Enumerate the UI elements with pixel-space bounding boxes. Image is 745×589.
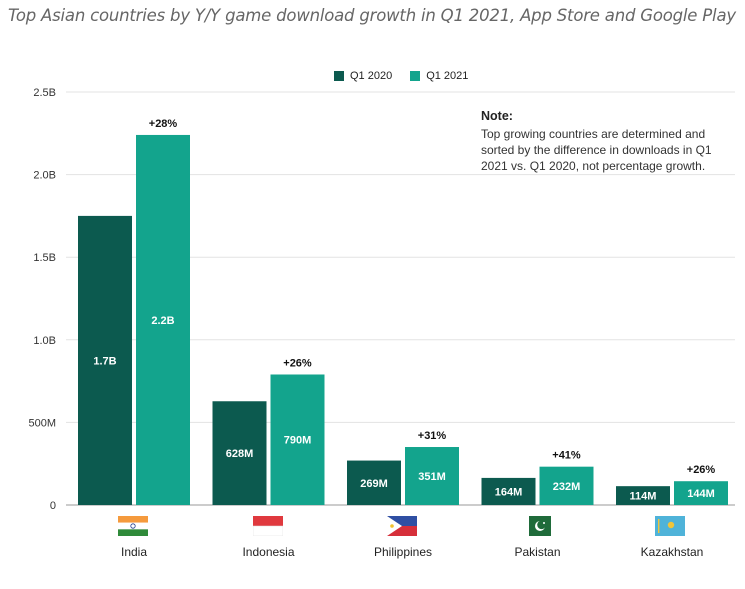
bar-value-label: 2.2B [151,315,174,327]
kazakhstan-flag-icon [655,516,685,536]
growth-label: +41% [552,450,581,462]
india-flag-icon [118,516,148,536]
chart-title: Top Asian countries by Y/Y game download… [8,6,736,25]
y-tick-label: 500M [28,417,56,429]
note-box: Note: Top growing countries are determin… [481,108,721,174]
bar-value-label: 1.7B [93,355,116,367]
legend-label-q1-2020: Q1 2020 [350,70,393,82]
bar-value-label: 628M [226,448,254,460]
legend-item-q1-2020: Q1 2020 [334,70,392,82]
philippines-flag-icon [387,516,417,536]
indonesia-flag-icon [253,516,283,536]
bar-value-label: 790M [284,435,312,447]
bar-q1-2021 [405,447,459,505]
bar-value-label: 114M [630,491,657,503]
bar-q1-2020 [212,401,267,505]
pakistan-flag-icon [521,516,551,536]
x-category-label: Kazakhstan [641,545,704,559]
bar-value-label: 164M [495,486,523,498]
legend: Q1 2020 Q1 2021 [334,70,486,82]
growth-label: +28% [149,118,178,130]
note-title: Note: [481,109,513,123]
growth-label: +26% [283,357,312,369]
legend-item-q1-2021: Q1 2021 [410,70,468,82]
x-category-label: Indonesia [242,545,294,559]
bar-q1-2020 [78,215,132,505]
bar-q1-2021 [270,374,325,505]
bar-value-label: 232M [553,481,581,493]
y-tick-label: 0 [50,500,56,512]
legend-swatch-q1-2020 [334,71,344,81]
bar-q1-2021 [539,466,594,505]
bar-value-label: 269M [360,478,388,490]
x-category-label: Pakistan [514,545,560,559]
growth-label: +31% [418,430,447,442]
bar-q1-2020 [347,460,401,505]
bar-q1-2020 [481,477,536,505]
bar-q1-2021 [674,481,728,505]
growth-label: +26% [687,464,716,476]
bar-q1-2021 [136,134,190,505]
y-tick-label: 2.0B [33,170,56,182]
legend-label-q1-2021: Q1 2021 [426,70,469,82]
note-text: Top growing countries are determined and… [481,127,712,173]
y-tick-label: 1.5B [33,252,56,264]
bar-value-label: 351M [418,471,446,483]
x-category-label: Philippines [374,545,432,559]
y-tick-label: 1.0B [33,335,56,347]
x-category-label: India [121,545,147,559]
bar-value-label: 144M [687,488,715,500]
y-tick-label: 2.5B [33,87,56,99]
legend-swatch-q1-2021 [410,71,421,81]
bar-q1-2020 [616,486,670,505]
